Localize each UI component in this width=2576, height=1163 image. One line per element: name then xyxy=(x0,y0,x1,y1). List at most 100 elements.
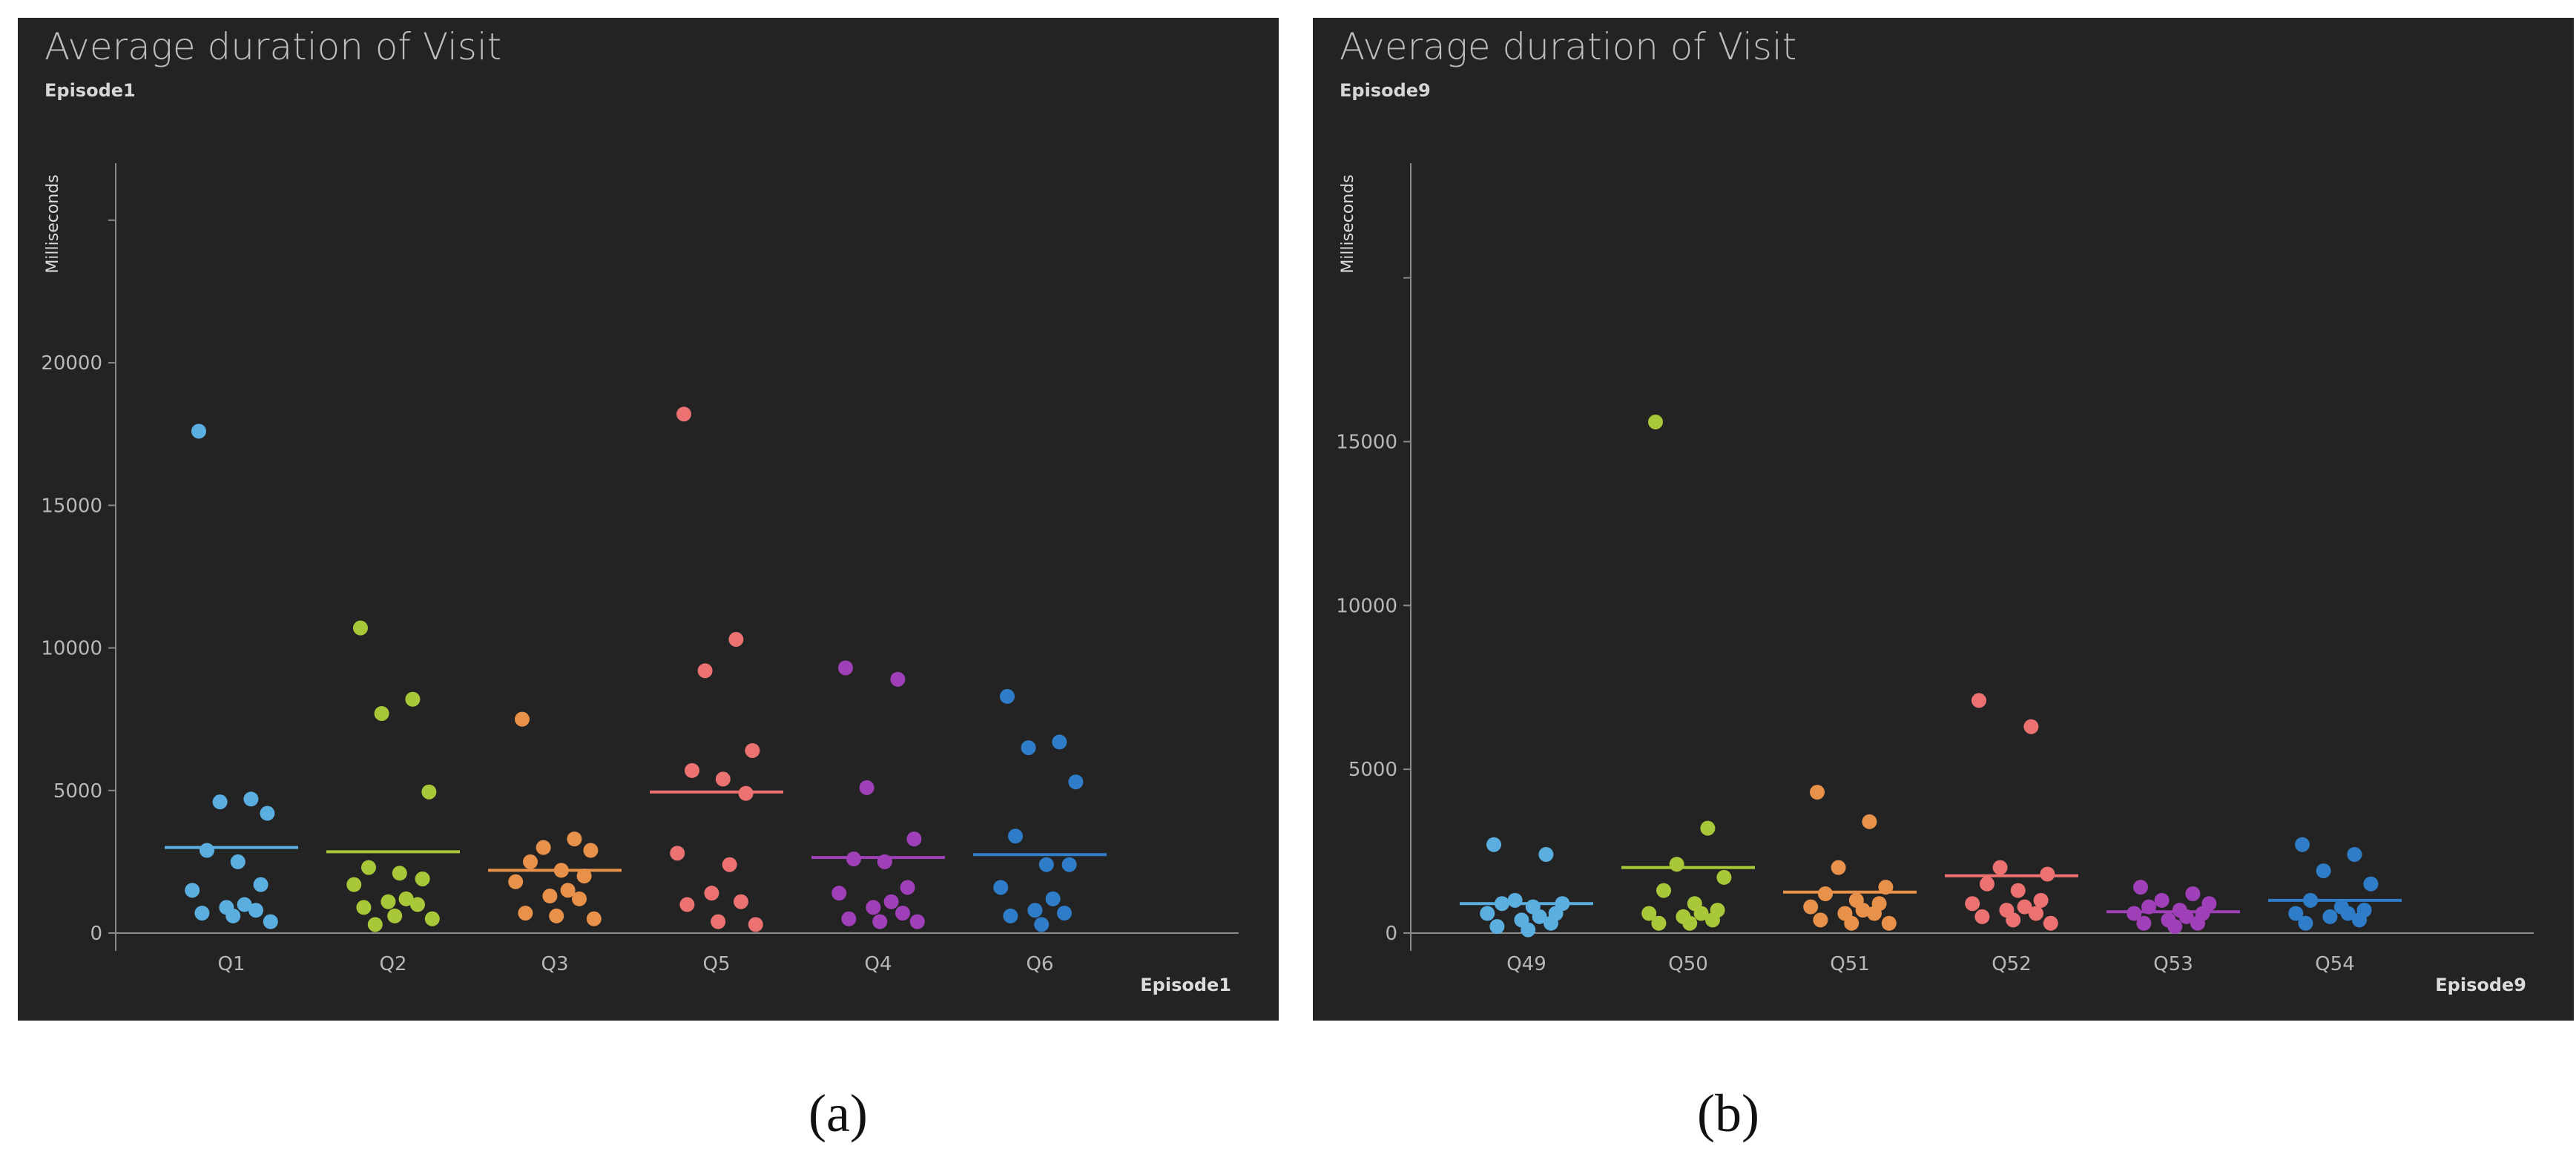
y-tick-label: 15000 xyxy=(1336,431,1397,453)
data-point xyxy=(243,791,259,807)
data-point xyxy=(1656,883,1671,898)
data-point xyxy=(1992,860,2008,875)
data-point xyxy=(2185,886,2201,901)
data-point xyxy=(883,894,899,909)
chart-title: Average duration of Visit xyxy=(1340,25,1797,68)
data-point xyxy=(722,857,737,872)
data-point xyxy=(2322,909,2338,924)
data-point xyxy=(1974,909,1990,924)
x-tick-label: Q50 xyxy=(1668,953,1708,975)
data-point xyxy=(353,620,368,636)
data-point xyxy=(1480,906,1495,921)
chart-subtitle: Episode1 xyxy=(45,80,136,101)
data-point xyxy=(415,871,430,886)
data-point xyxy=(367,917,383,932)
data-point xyxy=(583,843,599,858)
data-point xyxy=(263,914,278,929)
data-point xyxy=(2298,915,2313,931)
data-point xyxy=(676,406,691,422)
x-axis-label: Episode1 xyxy=(1140,975,1231,995)
data-point xyxy=(392,866,407,881)
y-axis-label: Milliseconds xyxy=(44,174,62,273)
data-point xyxy=(697,663,713,679)
data-point xyxy=(841,911,857,926)
data-point xyxy=(2029,906,2043,921)
chart-panel-a: Average duration of Visit Episode1 0 5000… xyxy=(18,18,1279,1021)
data-point xyxy=(906,831,922,847)
data-point xyxy=(1641,906,1657,921)
data-point xyxy=(405,691,421,707)
data-point xyxy=(1045,891,1061,906)
y-tick-label: 5000 xyxy=(53,780,102,803)
x-tick-label: Q6 xyxy=(1026,953,1053,975)
data-point xyxy=(900,880,915,895)
data-point xyxy=(715,771,731,787)
data-point xyxy=(1061,857,1077,872)
data-point xyxy=(745,742,760,758)
data-point xyxy=(2347,846,2362,862)
data-point xyxy=(1810,785,1825,800)
data-point xyxy=(200,843,214,858)
data-point xyxy=(1068,774,1084,790)
data-point xyxy=(410,897,425,912)
data-point xyxy=(253,877,269,892)
data-point xyxy=(356,900,372,915)
x-tick-label: Q1 xyxy=(217,953,245,975)
data-point xyxy=(2010,883,2026,898)
data-point xyxy=(711,914,726,929)
data-point xyxy=(993,880,1009,895)
data-point xyxy=(872,914,888,929)
data-point xyxy=(542,889,558,904)
data-point xyxy=(1021,740,1036,756)
data-point xyxy=(1486,837,1501,852)
data-point xyxy=(685,762,699,778)
data-point xyxy=(1980,876,1994,892)
y-tick-label: 15000 xyxy=(41,495,102,517)
data-point xyxy=(1855,903,1871,918)
x-tick-label: Q54 xyxy=(2315,953,2355,975)
data-point xyxy=(515,711,530,727)
x-tick-label: Q4 xyxy=(864,953,892,975)
data-point xyxy=(728,632,744,648)
data-point xyxy=(838,660,853,676)
data-point xyxy=(230,854,246,869)
data-point xyxy=(859,780,874,795)
data-point xyxy=(1867,906,1882,921)
data-point xyxy=(1648,414,1663,429)
data-point xyxy=(536,840,551,855)
x-tick-label: Q3 xyxy=(541,953,568,975)
data-point xyxy=(1971,693,1986,708)
scatter-plot-b: 0 5000 10000 15000 Milliseconds Episode9 Q49 Q5… xyxy=(1336,163,2534,995)
x-tick-label: Q53 xyxy=(2153,953,2193,975)
data-point xyxy=(1669,857,1684,872)
data-point xyxy=(1521,922,1536,938)
data-point xyxy=(1844,915,1859,931)
data-point xyxy=(1693,906,1709,921)
data-point xyxy=(866,900,881,915)
y-tick-label: 5000 xyxy=(1348,759,1397,781)
data-point xyxy=(1057,906,1072,921)
data-point xyxy=(2136,915,2152,931)
data-point xyxy=(518,906,533,921)
data-point xyxy=(1507,892,1523,908)
data-point xyxy=(2133,880,2148,895)
chart-title: Average duration of Visit xyxy=(45,25,502,68)
data-point xyxy=(890,671,906,687)
data-point xyxy=(225,908,241,923)
y-tick-label: 20000 xyxy=(41,352,102,375)
data-point xyxy=(1052,734,1067,750)
data-point xyxy=(549,908,564,923)
data-point xyxy=(1705,912,1720,928)
data-point xyxy=(909,914,925,929)
data-point xyxy=(237,897,252,912)
data-point xyxy=(1862,814,1877,829)
data-point xyxy=(1532,909,1547,924)
y-axis-label: Milliseconds xyxy=(1339,174,1357,273)
data-point xyxy=(670,846,685,861)
y-tick-label: 0 xyxy=(90,923,102,945)
data-point xyxy=(1700,820,1716,836)
data-point xyxy=(1538,846,1554,862)
data-point xyxy=(2363,876,2379,892)
data-point xyxy=(2023,719,2039,734)
data-point xyxy=(2043,915,2058,931)
